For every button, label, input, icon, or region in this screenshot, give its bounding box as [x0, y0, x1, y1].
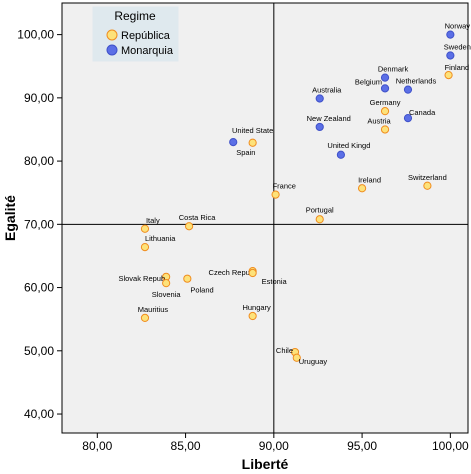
point-label: Finland — [445, 63, 470, 72]
data-point — [357, 184, 367, 193]
point-label: Italy — [146, 216, 160, 225]
data-point — [380, 73, 390, 82]
point-label: Austria — [367, 116, 391, 125]
data-point — [184, 222, 194, 231]
y-tick-label: 60,00 — [24, 281, 54, 295]
point-label: Sweden — [444, 42, 471, 51]
data-point — [271, 190, 280, 199]
y-tick-label: 90,00 — [24, 91, 54, 105]
data-point — [446, 51, 455, 60]
point-label: Mauritius — [138, 305, 169, 314]
y-tick-label: 80,00 — [24, 154, 54, 168]
x-tick-label: 85,00 — [171, 439, 201, 453]
data-point — [315, 122, 324, 132]
y-axis-label: Egalité — [2, 195, 18, 241]
point-label: United Kingd — [327, 141, 370, 150]
point-label: Australia — [312, 85, 342, 94]
y-tick-label: 70,00 — [24, 217, 54, 231]
data-point — [403, 85, 413, 94]
data-point — [140, 242, 150, 252]
x-tick-label: 95,00 — [347, 439, 377, 453]
point-label: France — [273, 182, 296, 191]
point-label: Uruguay — [299, 357, 328, 366]
point-label: New Zealand — [307, 114, 351, 123]
x-tick-label: 100,00 — [432, 439, 469, 453]
data-point — [183, 274, 192, 283]
legend-label: República — [121, 30, 171, 42]
data-point — [248, 138, 257, 147]
legend: Regime República Monarquia — [92, 6, 179, 62]
legend-marker — [106, 29, 118, 41]
data-point — [248, 311, 257, 321]
data-point — [315, 215, 324, 224]
x-tick-label: 90,00 — [259, 439, 289, 453]
x-tick-label: 80,00 — [82, 439, 112, 453]
data-point — [423, 181, 432, 190]
data-point — [229, 138, 238, 147]
data-point — [162, 279, 171, 288]
point-label: Norway — [445, 22, 471, 31]
legend-label: Monarquia — [121, 45, 174, 57]
point-label: United State — [232, 126, 273, 135]
point-label: Estonia — [262, 277, 288, 286]
y-tick-label: 100,00 — [17, 28, 54, 42]
data-point — [140, 224, 150, 233]
data-point — [380, 125, 390, 134]
point-label: Slovenia — [152, 290, 182, 299]
point-label: Slovak Repub — [118, 274, 165, 283]
y-tick-label: 40,00 — [24, 407, 54, 421]
plot-area — [61, 2, 469, 434]
x-axis-label: Liberté — [242, 456, 289, 472]
point-label: Hungary — [242, 303, 271, 312]
point-label: Switzerland — [408, 173, 447, 182]
data-point — [403, 113, 413, 123]
point-label: Lithuania — [145, 234, 176, 243]
point-label: Portugal — [306, 205, 334, 214]
reference-lines — [62, 3, 468, 433]
data-point — [380, 84, 390, 93]
point-label: Chile — [276, 346, 293, 355]
point-label: Netherlands — [396, 77, 437, 86]
data-point — [315, 94, 324, 103]
point-label: Spain — [236, 148, 255, 157]
point-label: Belgium — [355, 77, 382, 86]
legend-entries: República Monarquia — [106, 29, 174, 57]
series-república: Finland Germany Austria United State France I… — [118, 63, 469, 366]
point-label: Czech Republ — [209, 268, 256, 277]
legend-marker — [106, 44, 118, 56]
axes: 80,00 85,00 90,00 95,00 100,00 40,00 50,00 60,0… — [17, 28, 469, 453]
point-label: Canada — [409, 108, 436, 117]
series-monarquia: Norway Sweden Denmark Belgium Netherlands Aus… — [229, 22, 471, 159]
point-label: Germany — [370, 98, 401, 107]
legend-title: Regime — [114, 9, 156, 23]
point-label: Ireland — [358, 175, 381, 184]
data-point — [140, 313, 150, 323]
data-points: Finland Germany Austria United State France I… — [118, 22, 470, 366]
data-point — [380, 107, 390, 116]
point-label: Denmark — [378, 65, 409, 74]
data-point — [336, 150, 346, 159]
data-point — [292, 353, 301, 362]
data-point — [248, 268, 257, 278]
data-point — [444, 70, 453, 80]
point-label: Costa Rica — [179, 213, 217, 222]
y-tick-label: 50,00 — [24, 344, 54, 358]
data-point — [446, 30, 455, 39]
point-label: Poland — [190, 286, 213, 295]
